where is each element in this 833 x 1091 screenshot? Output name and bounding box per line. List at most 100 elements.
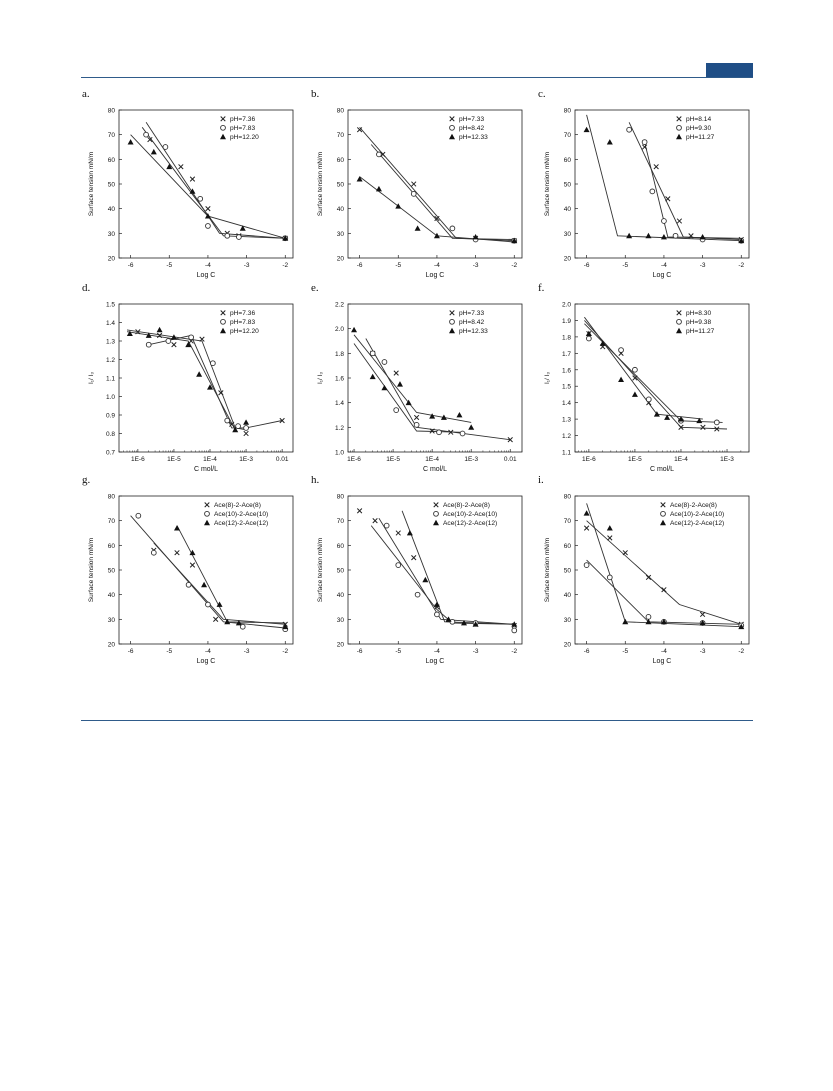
legend-marker-o xyxy=(204,510,210,517)
y-tick-label: 50 xyxy=(108,568,116,575)
fit-line-x xyxy=(586,520,742,625)
data-point-triangle xyxy=(224,618,231,625)
legend-marker-triangle xyxy=(204,519,210,526)
legend-marker-o xyxy=(433,510,439,517)
data-point-o xyxy=(210,360,216,367)
panel-b-chart: 20 30 40 50 60 70 80 -6 -5 -4 -3 -2 Log C Surface ten… xyxy=(317,108,523,279)
x-tick-label: 1E-5 xyxy=(167,456,181,463)
legend-item: pH=11.27 xyxy=(676,327,715,335)
data-point-x xyxy=(356,127,363,133)
data-point-o xyxy=(224,417,231,424)
data-point-x xyxy=(411,181,417,187)
y-tick-label: 70 xyxy=(108,132,116,139)
fit-line-o xyxy=(130,515,286,629)
x-axis-label: C mol/L xyxy=(650,466,674,473)
x-tick-label: 1E-6 xyxy=(347,456,361,463)
legend-marker-triangle xyxy=(676,133,682,140)
data-point-triangle xyxy=(626,232,633,239)
data-point-triangle xyxy=(170,334,177,340)
panel-i-chart: 20 30 40 50 60 70 80 -6 -5 -4 -3 -2 Log C Surface ten… xyxy=(544,494,750,665)
fit-line-triangle xyxy=(126,331,236,431)
data-point-triangle xyxy=(585,330,592,336)
legend-item: pH=9.38 xyxy=(676,318,711,326)
legend-marker-x xyxy=(220,116,226,122)
legend-item: pH=12.20 xyxy=(220,133,259,141)
data-point-triangle xyxy=(145,332,152,338)
legend-marker-x xyxy=(204,502,210,508)
legend-label: Ace(10)-2-Ace(10) xyxy=(214,511,268,518)
y-tick-label: 2.2 xyxy=(335,302,344,309)
legend-item: pH=8.42 xyxy=(449,318,484,326)
data-point-triangle xyxy=(645,232,652,239)
legend-label: Ace(12)-2-Ace(12) xyxy=(214,520,268,527)
legend-marker-triangle xyxy=(449,327,455,334)
y-axis-label: I₁/ I₃ xyxy=(88,372,95,384)
data-point-triangle xyxy=(243,419,250,425)
legend-label: pH=8.42 xyxy=(459,125,484,132)
y-axis-label: I₁/ I₃ xyxy=(544,372,551,384)
y-tick-label: 1.6 xyxy=(335,376,344,383)
x-tick-label: 1E-5 xyxy=(628,456,642,463)
series-o xyxy=(145,334,249,431)
y-tick-label: 1.3 xyxy=(562,417,571,424)
y-tick-label: 1.9 xyxy=(562,318,571,325)
series-o xyxy=(626,126,745,244)
fit-line-o xyxy=(370,525,515,625)
data-point-x xyxy=(199,336,205,342)
data-point-triangle xyxy=(664,414,671,420)
data-point-x xyxy=(243,430,249,437)
y-tick-label: 40 xyxy=(108,592,116,599)
data-point-x xyxy=(156,332,163,339)
x-tick-label: -6 xyxy=(128,648,134,655)
y-tick-label: 80 xyxy=(337,494,345,501)
y-tick-label: 40 xyxy=(337,592,345,599)
x-tick-label: 1E-4 xyxy=(674,456,688,463)
data-point-triangle xyxy=(445,616,452,622)
series-triangle xyxy=(583,510,745,630)
x-tick-label: 1E-5 xyxy=(386,456,400,463)
series-x xyxy=(583,525,744,627)
series-x xyxy=(147,136,288,241)
data-point-o xyxy=(410,191,417,197)
data-point-triangle xyxy=(127,139,134,145)
data-point-triangle xyxy=(622,618,629,625)
legend-item: Ace(10)-2-Ace(10) xyxy=(660,510,724,518)
data-point-o xyxy=(236,234,242,240)
data-point-o xyxy=(205,223,211,229)
series-triangle xyxy=(356,176,518,244)
data-point-x xyxy=(665,196,671,202)
x-axis-label: Log C xyxy=(426,272,445,279)
legend-marker-x xyxy=(676,116,682,122)
data-point-o xyxy=(383,522,390,529)
data-point-x xyxy=(434,215,440,222)
y-tick-label: 80 xyxy=(564,108,572,115)
panel-b-label: b. xyxy=(311,88,320,100)
y-axis-label: Surface tension mN/m xyxy=(544,152,551,216)
x-axis-label: Log C xyxy=(653,272,672,279)
x-tick-label: 1E-3 xyxy=(239,456,253,463)
series-o xyxy=(583,562,745,629)
data-point-x xyxy=(583,525,590,531)
x-tick-label: -5 xyxy=(395,648,401,655)
data-point-triangle xyxy=(606,525,613,531)
fit-line-o xyxy=(586,559,742,625)
y-tick-label: 20 xyxy=(108,642,116,649)
data-point-o xyxy=(239,623,246,630)
legend-marker-triangle xyxy=(660,519,666,526)
fit-line-o xyxy=(353,343,463,433)
panel-f-chart: 1.1 1.2 1.3 1.4 1.5 1.6 1.7 1.8 1.9 2.0 1E-6 1E-5 1E… xyxy=(544,302,750,473)
data-point-o xyxy=(381,359,388,365)
legend-item: pH=7.83 xyxy=(220,318,255,326)
x-tick-label: -6 xyxy=(584,648,590,655)
data-point-triangle xyxy=(156,326,163,333)
y-tick-label: 60 xyxy=(564,157,572,164)
y-tick-label: 60 xyxy=(564,543,572,550)
series-o xyxy=(383,522,518,634)
data-point-x xyxy=(448,429,454,435)
x-tick-label: -5 xyxy=(166,648,172,655)
header-rule xyxy=(81,77,753,78)
plot-frame xyxy=(347,109,523,259)
x-tick-label: -3 xyxy=(700,648,706,655)
x-tick-label: -4 xyxy=(434,648,440,655)
x-tick-label: -2 xyxy=(511,262,517,269)
